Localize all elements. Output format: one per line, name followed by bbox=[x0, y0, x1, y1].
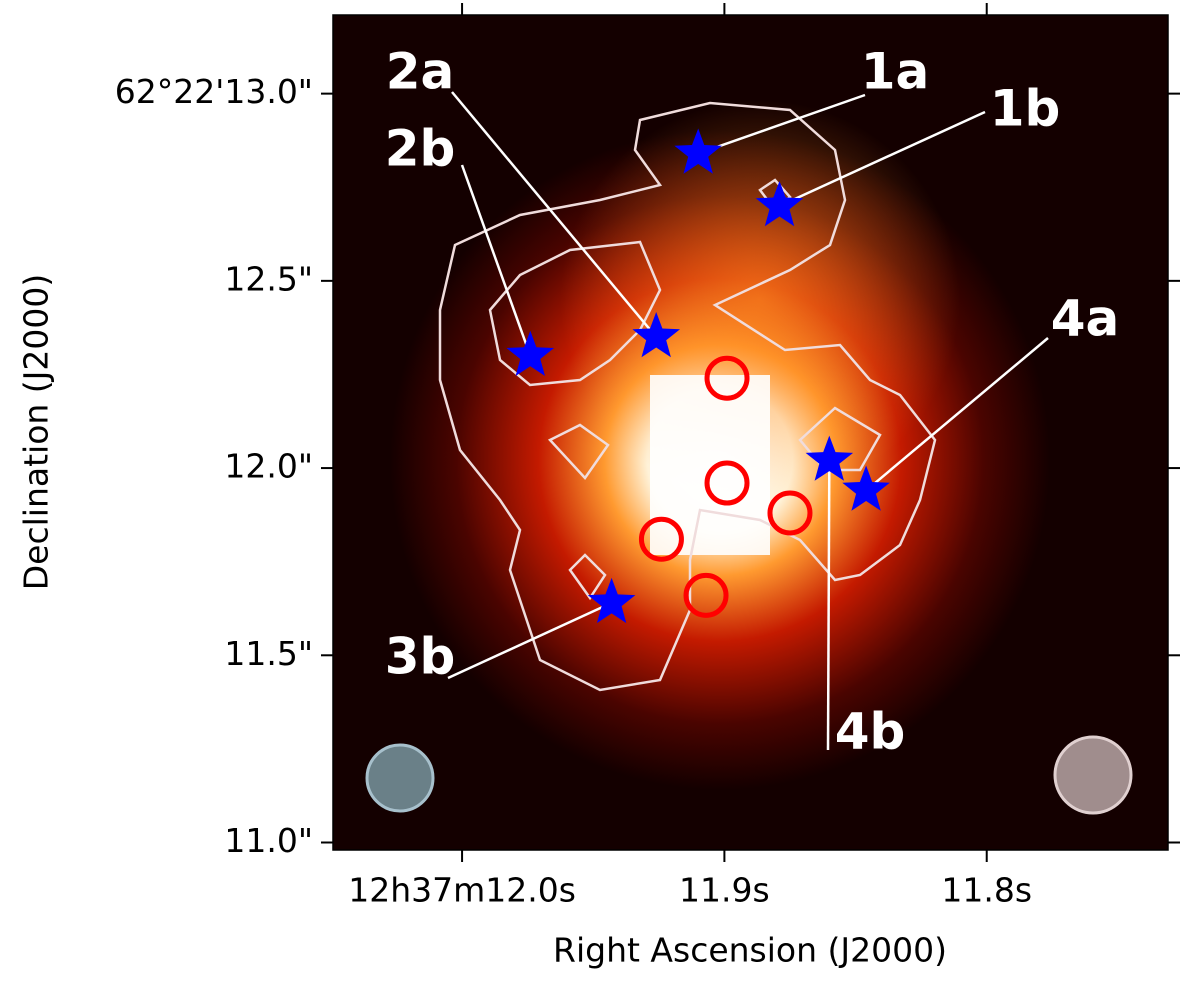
star-marker bbox=[805, 435, 854, 481]
annotation-line bbox=[778, 110, 986, 208]
annotation-line bbox=[865, 337, 1049, 492]
annotation: 2b bbox=[385, 120, 456, 178]
beam bbox=[1053, 735, 1133, 815]
annotation-line bbox=[460, 164, 532, 357]
annotation-line bbox=[451, 91, 658, 338]
x-tick-label: 12h37m12.0s bbox=[348, 871, 576, 910]
x-axis-label: Right Ascension (J2000) bbox=[553, 931, 947, 970]
star-marker bbox=[674, 128, 722, 174]
star-marker bbox=[632, 312, 680, 358]
annotation: 4a bbox=[1051, 290, 1120, 348]
circle-marker bbox=[704, 460, 750, 506]
annotation: 2a bbox=[386, 43, 455, 101]
annotation: 3b bbox=[385, 628, 456, 686]
annotation-line bbox=[697, 93, 866, 155]
annotation-line bbox=[826, 460, 831, 751]
circle-marker bbox=[704, 355, 750, 401]
y-tick-label: 62°22'13.0" bbox=[115, 72, 313, 111]
circle-marker bbox=[683, 572, 729, 618]
circle-marker bbox=[767, 490, 813, 536]
x-tick-label: 11.9s bbox=[679, 871, 770, 910]
y-axis-label: Declination (J2000) bbox=[17, 274, 56, 591]
circle-marker bbox=[638, 516, 684, 562]
y-tick-label: 12.5" bbox=[224, 259, 313, 298]
x-tick-label: 11.8s bbox=[941, 871, 1032, 910]
annotation: 4b bbox=[835, 703, 906, 761]
annotation-line bbox=[447, 601, 613, 680]
star-marker bbox=[755, 181, 804, 227]
annotation: 1a bbox=[861, 43, 930, 101]
annotation: 1b bbox=[990, 80, 1061, 138]
image bbox=[333, 15, 1168, 850]
y-tick-label: 11.0" bbox=[224, 821, 313, 860]
star-marker bbox=[842, 465, 890, 511]
plot-frame bbox=[332, 14, 1169, 851]
y-tick-label: 11.5" bbox=[224, 634, 313, 673]
star-marker bbox=[506, 330, 554, 376]
star-marker bbox=[587, 577, 636, 624]
y-tick-label: 12.0" bbox=[224, 447, 313, 486]
beam bbox=[365, 743, 435, 813]
